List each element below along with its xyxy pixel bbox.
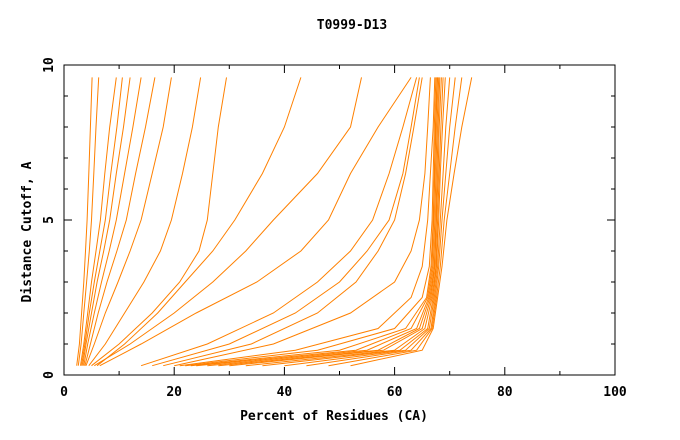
series-line-19 xyxy=(185,77,437,367)
series-line-15 xyxy=(152,77,420,367)
series-line-30 xyxy=(350,77,473,367)
series-line-27 xyxy=(284,77,451,367)
series-line-3 xyxy=(80,77,117,366)
chart-title: T0999-D13 xyxy=(317,18,387,33)
series-line-29 xyxy=(328,77,463,367)
ticks-layer: 0 20 40 60 80 100 0 5 10 xyxy=(42,57,627,400)
x-tick-label: 40 xyxy=(277,385,293,400)
series-line-9 xyxy=(88,77,202,367)
x-tick-label: 60 xyxy=(387,385,403,400)
series-layer xyxy=(76,77,473,367)
series-line-5 xyxy=(82,77,131,366)
series-line-26 xyxy=(262,77,446,367)
series-line-18 xyxy=(179,77,436,367)
series-line-21 xyxy=(196,77,439,367)
series-line-2 xyxy=(77,77,100,366)
series-line-14 xyxy=(140,77,418,367)
x-axis-label: Percent of Residues (CA) xyxy=(240,409,428,424)
series-line-10 xyxy=(91,77,227,367)
plot-frame xyxy=(63,64,616,376)
x-tick-label: 100 xyxy=(603,385,627,400)
series-line-6 xyxy=(83,77,142,366)
series-line-25 xyxy=(245,77,444,367)
series-line-23 xyxy=(218,77,441,367)
series-line-4 xyxy=(81,77,123,366)
y-tick-label: 5 xyxy=(42,216,57,224)
series-line-17 xyxy=(174,77,431,367)
x-tick-label: 20 xyxy=(166,385,182,400)
x-tick-label: 80 xyxy=(497,385,513,400)
series-line-11 xyxy=(94,77,362,367)
y-tick-label: 0 xyxy=(42,371,57,379)
series-line-1 xyxy=(76,77,93,366)
series-line-24 xyxy=(229,77,442,367)
series-line-12 xyxy=(96,77,302,367)
y-axis-label: Distance Cutoff, A xyxy=(20,161,35,302)
series-line-7 xyxy=(84,77,156,366)
series-line-22 xyxy=(207,77,440,367)
y-tick-label: 10 xyxy=(42,57,57,73)
x-tick-label: 0 xyxy=(60,385,68,400)
series-line-8 xyxy=(85,77,172,366)
series-line-13 xyxy=(99,77,412,367)
series-line-16 xyxy=(163,77,423,367)
series-line-28 xyxy=(306,77,456,367)
